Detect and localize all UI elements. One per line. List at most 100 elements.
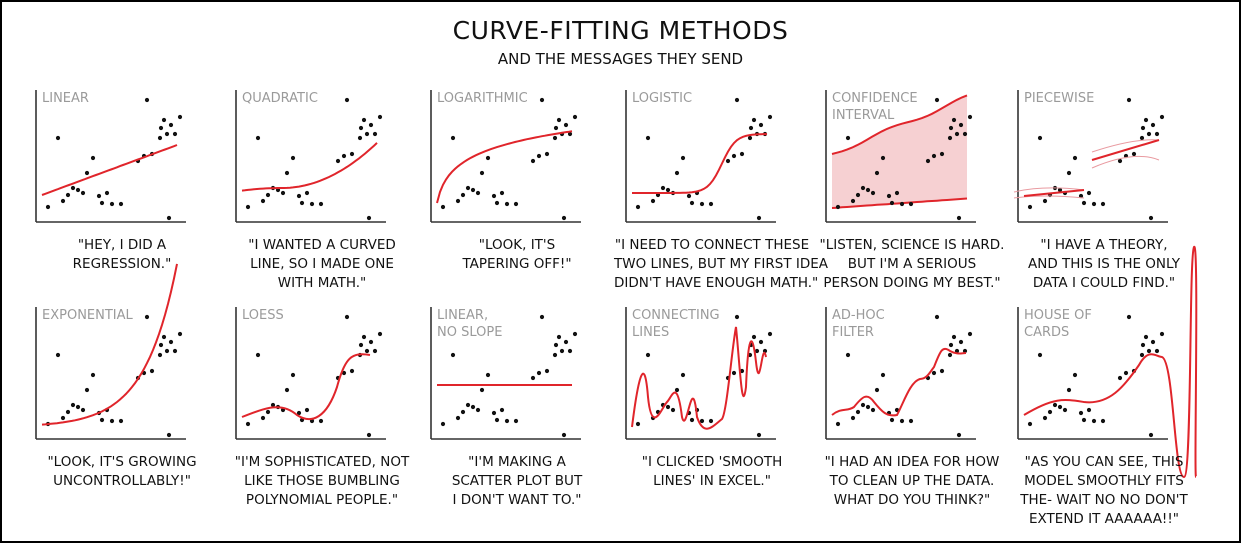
data-point	[751, 334, 757, 340]
data-point	[1091, 201, 1097, 207]
data-point	[55, 135, 61, 141]
data-point	[1037, 352, 1043, 358]
data-point	[1052, 402, 1058, 408]
data-point	[1148, 432, 1154, 438]
data-point	[855, 409, 861, 415]
data-point	[377, 114, 383, 120]
data-point	[349, 368, 355, 374]
data-point	[539, 97, 545, 103]
data-point	[925, 158, 931, 164]
panel-1: LINEAR "HEY, I DID A REGRESSION."	[32, 90, 212, 310]
data-point	[485, 155, 491, 161]
data-point	[954, 131, 960, 137]
data-point	[855, 192, 861, 198]
data-point	[344, 97, 350, 103]
data-point	[680, 372, 686, 378]
data-point	[860, 402, 866, 408]
data-point	[731, 153, 737, 159]
data-point	[377, 331, 383, 337]
data-point	[556, 117, 562, 123]
data-point	[748, 125, 754, 131]
data-point	[934, 314, 940, 320]
data-point	[708, 201, 714, 207]
plot-area	[825, 307, 976, 440]
data-point	[166, 432, 172, 438]
data-point	[357, 135, 363, 141]
data-point	[956, 215, 962, 221]
data-point	[889, 200, 895, 206]
data-point	[161, 334, 167, 340]
data-point	[1042, 415, 1048, 421]
data-point	[99, 200, 105, 206]
data-point	[530, 375, 536, 381]
data-point	[674, 170, 680, 176]
data-point	[561, 432, 567, 438]
data-point	[951, 117, 957, 123]
data-point	[84, 387, 90, 393]
data-point	[80, 407, 86, 413]
data-point	[158, 125, 164, 131]
data-point	[1066, 387, 1072, 393]
data-point	[1150, 122, 1156, 128]
data-point	[1086, 407, 1092, 413]
data-point	[958, 122, 964, 128]
panel-label: LOGARITHMIC	[437, 91, 528, 106]
data-point	[939, 151, 945, 157]
data-point	[361, 334, 367, 340]
data-point	[104, 190, 110, 196]
data-point	[358, 342, 364, 348]
data-point	[499, 407, 505, 413]
data-point	[699, 418, 705, 424]
panel-label: LOESS	[242, 308, 284, 323]
data-point	[1154, 348, 1160, 354]
data-point	[850, 415, 856, 421]
panel-8: LOESS "I'M SOPHISTICATED, NOT LIKE THOSE …	[232, 307, 412, 527]
data-point	[731, 370, 737, 376]
data-point	[967, 114, 973, 120]
panel-label: LINEAR	[42, 91, 89, 106]
data-point	[767, 114, 773, 120]
data-point	[255, 352, 261, 358]
data-point	[299, 200, 305, 206]
data-point	[284, 387, 290, 393]
data-point	[341, 370, 347, 376]
data-point	[1139, 352, 1145, 358]
data-point	[1100, 418, 1106, 424]
data-point	[1123, 370, 1129, 376]
data-point	[635, 421, 641, 427]
data-point	[1057, 187, 1063, 193]
data-point	[899, 201, 905, 207]
data-point	[889, 417, 895, 423]
data-point	[1078, 193, 1084, 199]
data-point	[951, 334, 957, 340]
data-point	[1081, 200, 1087, 206]
data-point	[870, 190, 876, 196]
data-point	[265, 409, 271, 415]
data-point	[572, 331, 578, 337]
data-point	[158, 342, 164, 348]
data-point	[284, 170, 290, 176]
data-point	[1139, 135, 1145, 141]
data-point	[865, 404, 871, 410]
data-point	[70, 402, 76, 408]
data-point	[880, 372, 886, 378]
data-point	[553, 125, 559, 131]
data-point	[544, 151, 550, 157]
data-point	[865, 187, 871, 193]
data-point	[670, 407, 676, 413]
comic-title: CURVE-FITTING METHODS	[452, 16, 789, 45]
data-point	[296, 410, 302, 416]
panel-2: QUADRATIC "I WANTED A CURVED LINE, SO I M…	[232, 90, 412, 310]
panel-label: LINEAR, NO SLOPE	[437, 308, 503, 340]
data-point	[372, 348, 378, 354]
data-point	[939, 368, 945, 374]
data-point	[118, 418, 124, 424]
data-point	[450, 135, 456, 141]
data-point	[544, 368, 550, 374]
panel-label: CONNECTING LINES	[632, 308, 720, 340]
data-point	[1150, 339, 1156, 345]
plot-area	[430, 90, 581, 223]
data-point	[440, 421, 446, 427]
panel-label: EXPONENTIAL	[42, 308, 133, 323]
data-point	[55, 352, 61, 358]
